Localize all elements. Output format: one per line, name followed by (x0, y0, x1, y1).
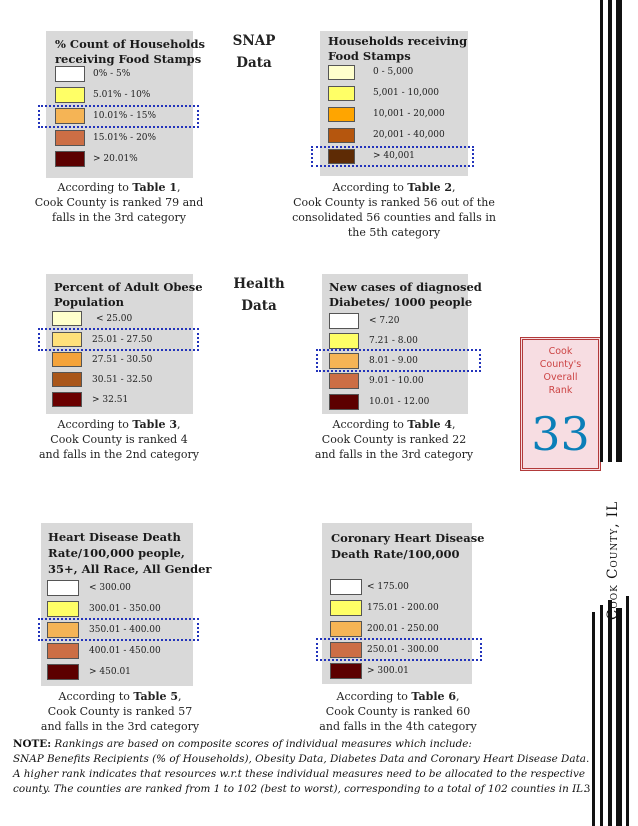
legend-swatch (52, 311, 82, 326)
highlight-box (316, 349, 481, 372)
legend-swatch (55, 130, 85, 146)
legend-swatch (52, 372, 82, 387)
legend-swatch (52, 352, 82, 367)
county-label: Cook County, IL (605, 500, 621, 620)
legend-label: > 32.51 (92, 395, 129, 405)
legend-swatch (328, 65, 355, 80)
legend-label: 10.01 - 12.00 (369, 397, 430, 407)
panel-title: Percent of Adult Obese Population (54, 280, 203, 309)
legend-label: > 40,001 (373, 151, 415, 161)
legend-swatch (47, 580, 79, 596)
panel-caption: According to Table 6, Cook County is ran… (319, 690, 477, 733)
legend-label: 0% - 5% (93, 69, 131, 79)
legend-label: 5,001 - 10,000 (373, 88, 440, 98)
legend-swatch (55, 66, 85, 82)
panel-caption: According to Table 4, Cook County is ran… (314, 418, 474, 461)
legend-swatch (329, 313, 359, 329)
legend-label: 0 - 5,000 (373, 67, 414, 77)
footnote: NOTE: Rankings are based on composite sc… (13, 738, 590, 795)
legend-swatch (47, 643, 79, 659)
legend-label: < 7.20 (369, 316, 400, 326)
highlight-box (38, 328, 199, 351)
legend-swatch (330, 600, 362, 616)
snap-heading-line2: Data (236, 55, 272, 71)
legend-swatch (328, 128, 355, 143)
legend-label: 30.51 - 32.50 (92, 375, 153, 385)
legend-label: > 20.01% (93, 154, 138, 164)
legend-label: > 300.01 (367, 666, 409, 676)
legend-label: 25.01 - 27.50 (92, 335, 153, 345)
legend-swatch (329, 353, 359, 369)
legend-swatch (47, 622, 79, 638)
note-label: NOTE: (13, 738, 52, 750)
legend-label: 9.01 - 10.00 (369, 376, 424, 386)
rank-caption: Cook County's Overall Rank (539, 346, 582, 396)
legend-label: 200.01 - 250.00 (367, 624, 439, 634)
legend-swatch (329, 394, 359, 410)
legend-swatch (330, 579, 362, 595)
legend-swatch (329, 333, 359, 349)
legend-label: 350.01 - 400.00 (89, 625, 161, 635)
legend-label: 10,001 - 20,000 (373, 109, 445, 119)
panel-title: Coronary Heart Disease Death Rate/100,00… (331, 531, 485, 561)
legend-label: > 450.01 (89, 667, 131, 677)
decorative-bar (626, 596, 629, 826)
legend-swatch (328, 149, 355, 164)
panel-title: Heart Disease Death Rate/100,000 people,… (48, 530, 212, 576)
legend-label: 5.01% - 10% (93, 90, 151, 100)
legend-swatch (330, 663, 362, 679)
page-number: 3 (584, 784, 591, 795)
legend-swatch (55, 108, 85, 124)
snap-section-heading: SNAP Data (224, 30, 284, 74)
legend-swatch (47, 664, 79, 680)
panel-caption: According to Table 5, Cook County is ran… (40, 690, 200, 733)
legend-swatch (330, 642, 362, 658)
legend-swatch (47, 601, 79, 617)
legend-label: 7.21 - 8.00 (369, 336, 418, 346)
decorative-bar (616, 608, 622, 826)
panel-title: Households receiving Food Stamps (328, 34, 468, 63)
decorative-bar (592, 612, 595, 826)
overall-rank-box: Cook County's Overall Rank 33 (520, 337, 601, 471)
highlight-box (311, 146, 474, 167)
legend-swatch (52, 392, 82, 407)
health-heading-line2: Data (241, 298, 277, 314)
snap-heading-line1: SNAP (232, 33, 276, 49)
legend-swatch (55, 151, 85, 167)
decorative-bar (616, 0, 622, 462)
panel-caption: According to Table 3, Cook County is ran… (38, 418, 199, 461)
legend-label: 10.01% - 15% (93, 111, 157, 121)
legend-label: 8.01 - 9.00 (369, 356, 418, 366)
decorative-bar (608, 0, 612, 462)
overall-rank-number: 33 (531, 407, 590, 461)
legend-label: 300.01 - 350.00 (89, 604, 161, 614)
legend-label: < 300.00 (89, 583, 131, 593)
legend-swatch (55, 87, 85, 103)
legend-label: < 175.00 (367, 582, 409, 592)
decorative-bar (600, 605, 603, 826)
legend-swatch (328, 107, 355, 122)
decorative-bar (608, 600, 612, 826)
legend-swatch (328, 86, 355, 101)
highlight-box (316, 638, 482, 661)
legend-label: 400.01 - 450.00 (89, 646, 161, 656)
highlight-box (38, 105, 199, 128)
legend-label: 20,001 - 40,000 (373, 130, 445, 140)
legend-swatch (330, 621, 362, 637)
legend-label: 15.01% - 20% (93, 133, 157, 143)
legend-label: 175.01 - 200.00 (367, 603, 439, 613)
legend-swatch (329, 373, 359, 389)
legend-label: 250.01 - 300.00 (367, 645, 439, 655)
panel-caption: According to Table 2, Cook County is ran… (292, 181, 496, 239)
highlight-box (38, 618, 199, 641)
panel-title: New cases of diagnosed Diabetes/ 1000 pe… (329, 280, 482, 309)
legend-swatch (52, 332, 82, 347)
panel-caption: According to Table 1, Cook County is ran… (34, 181, 204, 224)
panel-title: % Count of Households receiving Food Sta… (55, 37, 206, 66)
decorative-bar (600, 0, 603, 462)
legend-label: 27.51 - 30.50 (92, 355, 153, 365)
health-section-heading: Health Data (224, 273, 294, 317)
legend-label: < 25.00 (96, 314, 133, 324)
health-heading-line1: Health (233, 276, 285, 292)
